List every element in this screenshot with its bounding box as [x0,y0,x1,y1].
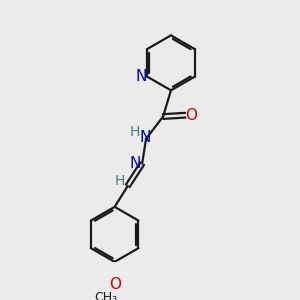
Text: CH₃: CH₃ [94,291,117,300]
Text: H: H [114,174,124,188]
Text: N: N [129,156,140,171]
Text: O: O [185,108,197,123]
Text: H: H [130,125,140,139]
Text: N: N [136,69,147,84]
Text: O: O [109,277,121,292]
Text: N: N [139,130,151,145]
